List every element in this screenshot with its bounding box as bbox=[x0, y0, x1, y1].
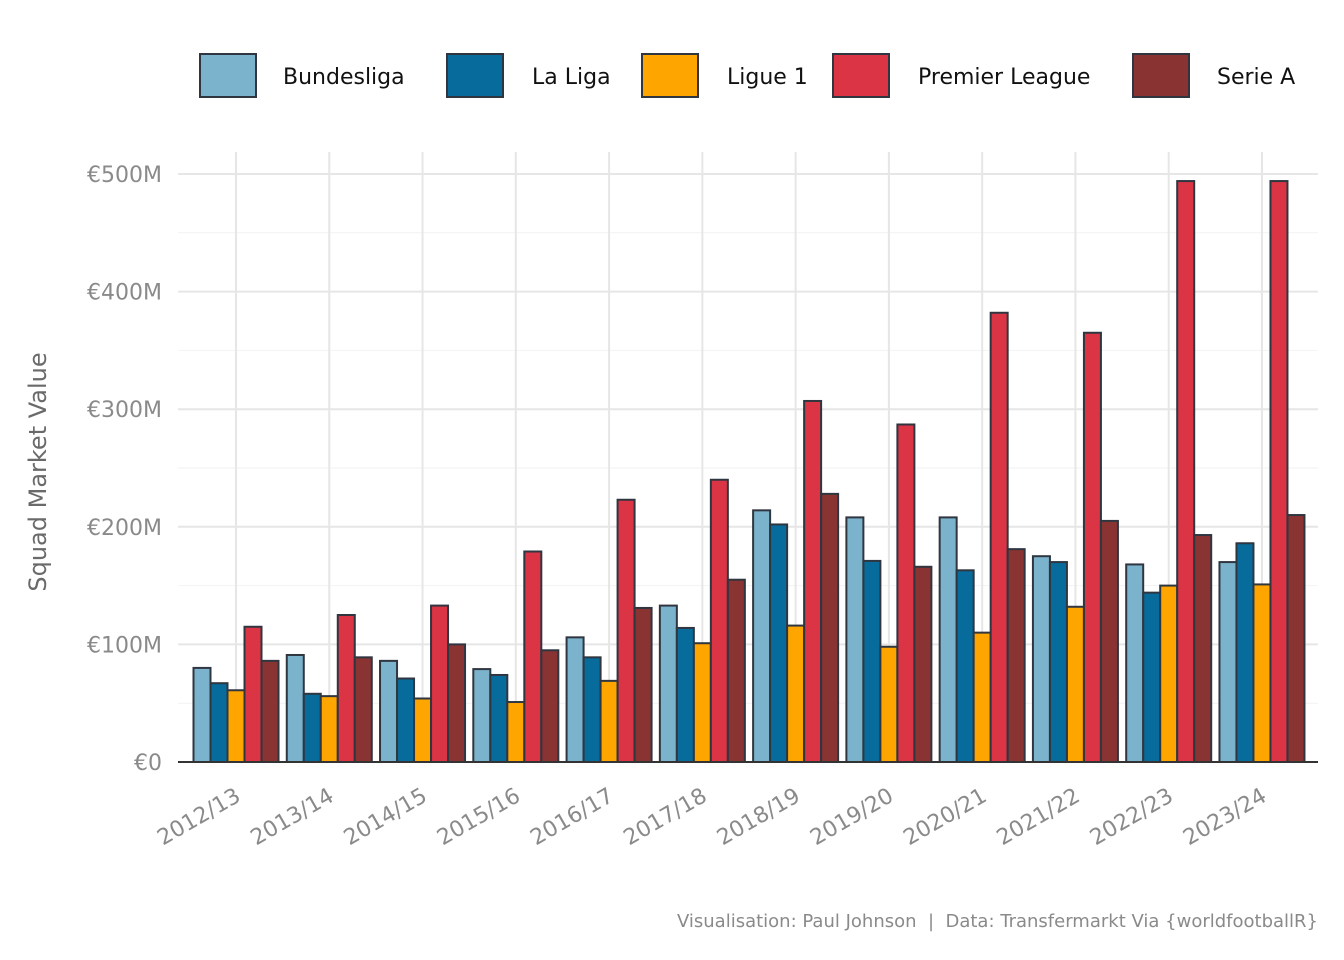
bar bbox=[413, 697, 433, 763]
x-tick-label: 2012/13 bbox=[153, 784, 245, 851]
y-tick-label: €300M bbox=[87, 398, 162, 423]
y-tick-label: €200M bbox=[87, 516, 162, 541]
y-tick-label: €400M bbox=[87, 281, 162, 306]
x-tick-label: 2018/19 bbox=[713, 784, 805, 851]
bar bbox=[955, 569, 975, 764]
bar bbox=[989, 311, 1009, 763]
bar bbox=[1286, 514, 1306, 763]
bar bbox=[319, 695, 339, 763]
bar bbox=[845, 516, 865, 764]
bar bbox=[938, 516, 958, 764]
bar bbox=[862, 559, 882, 763]
bar bbox=[302, 692, 322, 763]
bar bbox=[1065, 605, 1085, 763]
bar bbox=[726, 578, 746, 763]
legend-label: Premier League bbox=[918, 65, 1090, 90]
legend-key bbox=[1132, 53, 1190, 98]
x-tick-label: 2023/24 bbox=[1179, 784, 1271, 851]
x-tick-labels: 2012/13 2013/14 2014/15 2015/16 2016/17 2017/… bbox=[153, 784, 1271, 851]
legend: Bundesliga La Liga Ligue 1 Premier League Se… bbox=[199, 53, 1295, 98]
bar bbox=[1048, 561, 1068, 764]
bar bbox=[1269, 180, 1289, 763]
legend-key bbox=[199, 53, 257, 98]
bar bbox=[658, 604, 678, 763]
bar bbox=[803, 399, 823, 763]
bar bbox=[209, 682, 229, 764]
bar bbox=[1099, 519, 1119, 763]
bar bbox=[692, 642, 712, 763]
bar bbox=[506, 701, 526, 763]
x-tick-label: 2013/14 bbox=[247, 784, 339, 851]
bar bbox=[769, 523, 789, 763]
x-tick-label: 2017/18 bbox=[620, 784, 712, 851]
bar bbox=[430, 604, 450, 763]
bar bbox=[820, 492, 840, 763]
x-tick-label: 2021/22 bbox=[993, 784, 1085, 851]
bar bbox=[523, 550, 543, 763]
legend-label: Serie A bbox=[1217, 65, 1295, 90]
bar bbox=[192, 666, 212, 763]
legend-key bbox=[641, 53, 699, 98]
y-axis-title: Squad Market Value bbox=[24, 352, 52, 591]
bar bbox=[913, 565, 933, 763]
bar bbox=[1031, 555, 1051, 764]
y-tick-label: €0 bbox=[134, 751, 162, 776]
legend-label: Ligue 1 bbox=[727, 65, 808, 90]
bar bbox=[752, 509, 772, 763]
x-tick-label: 2015/16 bbox=[433, 784, 525, 851]
bar bbox=[1235, 542, 1255, 763]
bar bbox=[896, 423, 916, 763]
bar bbox=[1125, 563, 1145, 763]
bar bbox=[1193, 534, 1213, 763]
bar bbox=[353, 656, 373, 763]
bar bbox=[1142, 591, 1162, 763]
y-tick-label: €100M bbox=[87, 633, 162, 658]
x-tick-label: 2016/17 bbox=[526, 784, 618, 851]
bar bbox=[1082, 331, 1102, 763]
x-tick-label: 2020/21 bbox=[899, 784, 991, 851]
bar bbox=[540, 649, 560, 764]
bar bbox=[633, 606, 653, 763]
bar bbox=[260, 659, 280, 764]
bar bbox=[1176, 180, 1196, 763]
bar bbox=[447, 643, 467, 764]
legend-key bbox=[832, 53, 890, 98]
bar bbox=[472, 668, 492, 764]
bar bbox=[336, 614, 356, 763]
legend-label: La Liga bbox=[532, 65, 611, 90]
bar bbox=[379, 659, 399, 764]
bar bbox=[1252, 583, 1272, 764]
bars bbox=[192, 180, 1306, 764]
y-tick-label: €500M bbox=[87, 163, 162, 188]
y-tick-labels: €0 €100M €200M €300M €400M €500M bbox=[87, 163, 162, 776]
bar bbox=[565, 636, 585, 763]
chart-caption: Visualisation: Paul Johnson | Data: Tran… bbox=[677, 911, 1318, 932]
bar bbox=[599, 679, 619, 764]
bar bbox=[972, 631, 992, 764]
x-tick-label: 2022/23 bbox=[1086, 784, 1178, 851]
x-tick-label: 2019/20 bbox=[806, 784, 898, 851]
bar bbox=[616, 498, 636, 763]
bar bbox=[1218, 561, 1238, 764]
bar bbox=[709, 478, 729, 763]
bar bbox=[489, 673, 509, 764]
legend-key bbox=[446, 53, 504, 98]
bar bbox=[879, 645, 899, 764]
bar bbox=[226, 689, 246, 763]
bar bbox=[285, 653, 305, 764]
bar bbox=[1159, 584, 1179, 763]
bar bbox=[582, 656, 602, 763]
x-tick-label: 2014/15 bbox=[340, 784, 432, 851]
bar bbox=[675, 626, 695, 763]
bar bbox=[243, 625, 263, 764]
legend-label: Bundesliga bbox=[283, 65, 405, 90]
bar bbox=[786, 624, 806, 763]
bar bbox=[1006, 548, 1026, 763]
bar bbox=[396, 677, 416, 764]
